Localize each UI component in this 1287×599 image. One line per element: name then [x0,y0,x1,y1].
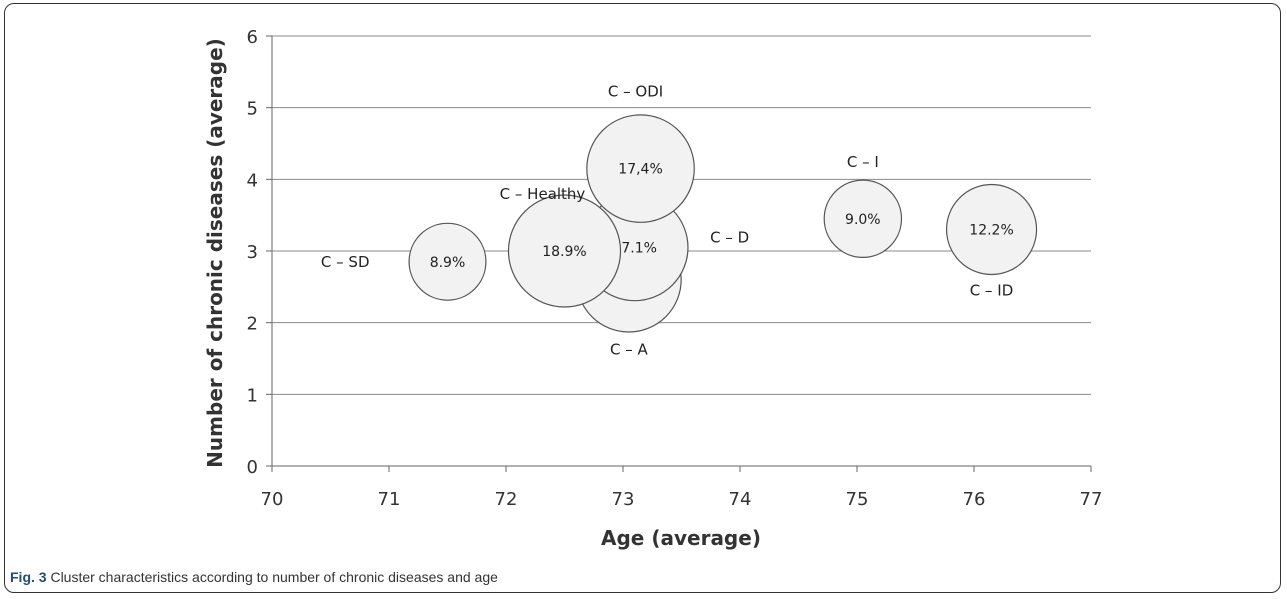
y-tick-label: 1 [247,385,258,406]
cluster-name-label: C – Healthy [500,185,586,203]
cluster-name-label: C – SD [321,253,370,271]
cluster-name-label: C – ODI [608,83,663,101]
y-tick-label: 4 [247,170,258,191]
cluster-name-label: C – A [610,341,649,359]
cluster-labels: C – SD C – A C – D C – Healthy C – ODI C – I C… [321,83,1013,359]
bubble-percent-label: 17.1% [612,240,656,256]
bubble [408,222,487,301]
caption-text: Cluster characteristics according to num… [46,569,498,585]
cluster-name-label: C – ID [970,282,1013,300]
figure-caption: Fig. 3 Cluster characteristics according… [10,569,498,585]
y-tick-label: 5 [247,99,258,120]
y-tick-label: 3 [247,242,258,263]
x-tick-label: 76 [963,489,986,510]
bubble [507,194,622,308]
bubble [586,114,695,223]
cluster-name-label: C – D [710,228,749,246]
cluster-name-label: C – I [847,153,879,171]
bubble-percent-label: 8.9% [430,255,466,271]
x-tick-label: 72 [495,489,518,510]
bubble-percent-label: 9.0% [845,212,881,228]
y-tick-label: 6 [247,27,258,48]
x-axis-label: Age (average) [601,526,761,550]
x-tick-label: 75 [846,489,869,510]
bubble-percent-label: 12.2% [969,223,1013,239]
x-tick-label: 74 [729,489,752,510]
gridlines [272,35,1091,395]
figure-label: Fig. 3 [10,569,47,585]
x-tick-label: 71 [378,489,401,510]
bubbles: 8.9%16.5%17.1%18.9%17,4%9.0%12.2% [408,114,1038,333]
y-tick-label: 2 [247,314,258,335]
axes: 0 1 2 3 4 5 6 70 71 72 73 74 75 76 77 [247,27,1103,510]
x-tick-label: 73 [612,489,635,510]
bubble [823,179,903,258]
x-tick-label: 70 [261,489,284,510]
bubble [945,183,1038,276]
y-tick-label: 0 [247,457,258,478]
x-tick-label: 77 [1080,489,1103,510]
bubble-percent-label: 18.9% [542,244,586,260]
y-axis-label: Number of chronic diseases (average) [203,38,227,468]
bubble-percent-label: 17,4% [618,162,662,178]
